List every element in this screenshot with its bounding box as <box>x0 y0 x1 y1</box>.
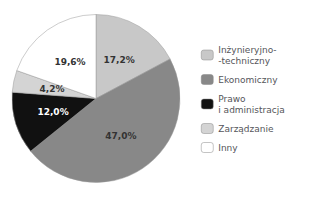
svg-text:19,6%: 19,6% <box>54 57 85 67</box>
svg-text:47,0%: 47,0% <box>105 131 136 141</box>
svg-text:12,0%: 12,0% <box>37 107 68 117</box>
svg-text:i administracja: i administracja <box>218 105 284 115</box>
svg-text:Inżynieryjno-: Inżynieryjno- <box>218 45 276 55</box>
svg-text:17,2%: 17,2% <box>104 55 135 65</box>
svg-text:Prawo: Prawo <box>218 94 246 104</box>
svg-text:Inny: Inny <box>218 143 238 153</box>
svg-text:-techniczny: -techniczny <box>218 56 271 66</box>
svg-text:Zarządzanie: Zarządzanie <box>218 124 274 134</box>
svg-text:Ekonomiczny: Ekonomiczny <box>218 75 278 85</box>
svg-text:4,2%: 4,2% <box>39 84 64 94</box>
